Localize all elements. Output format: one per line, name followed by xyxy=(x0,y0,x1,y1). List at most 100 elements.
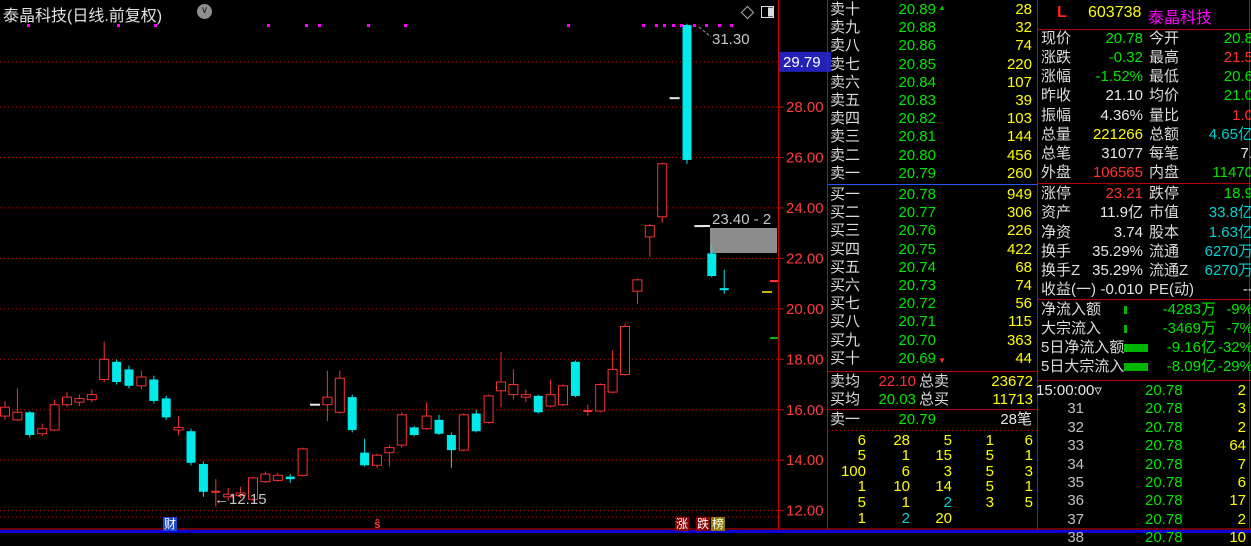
trade-volume: 64 xyxy=(1229,437,1246,455)
low-annotation: ←12.15 xyxy=(214,491,267,508)
queue-lot: 5 xyxy=(1024,493,1033,511)
ask-label: 卖七 xyxy=(830,55,861,73)
quote-label: 最低 xyxy=(1149,68,1180,86)
chevron-down-icon[interactable]: ∨ xyxy=(197,4,212,19)
bid-row[interactable]: 买七 20.72 56 xyxy=(828,296,1037,314)
bid-row[interactable]: 买六 20.73 74 xyxy=(828,278,1037,296)
ask-label: 卖三 xyxy=(830,128,861,146)
event-dot xyxy=(27,24,30,27)
ask-price: 20.85 xyxy=(898,55,936,73)
queue-lot: 2 xyxy=(943,493,952,511)
quote-value: 4.65亿 xyxy=(1208,125,1251,143)
queue-count: 28笔 xyxy=(1000,411,1032,428)
queue-lot: 5 xyxy=(985,462,994,480)
ask-row[interactable]: 卖四 20.82 103 xyxy=(828,111,1037,129)
ask-price: 20.81 xyxy=(898,128,936,146)
ask-row[interactable]: 卖七 20.85 220 xyxy=(828,55,1037,75)
bid-price: 20.72 xyxy=(898,295,936,313)
ask-row[interactable]: 卖九 20.88 32 xyxy=(828,20,1037,38)
queue-lot: 2 xyxy=(901,509,910,527)
trade-price: 20.78 xyxy=(1145,382,1183,399)
bid-row[interactable]: 买三 20.76 226 xyxy=(828,223,1037,241)
queue-price: 20.79 xyxy=(898,411,936,428)
quote-value: 23.21 xyxy=(1105,185,1143,203)
event-dot xyxy=(642,24,645,27)
ask-label: 卖六 xyxy=(830,73,861,91)
quote-value: 1.63亿 xyxy=(1208,223,1251,241)
quote-label: 振幅 xyxy=(1041,106,1072,124)
trade-price: 20.78 xyxy=(1145,400,1183,418)
event-dot xyxy=(663,24,666,27)
bid-label: 买五 xyxy=(830,258,861,276)
event-dot xyxy=(117,24,120,27)
event-dot xyxy=(154,24,157,27)
quote-value: 21.10 xyxy=(1105,87,1143,105)
y-axis-tick: 28.00 xyxy=(786,99,824,116)
queue-lot: 20 xyxy=(935,509,952,527)
flow-label: 大宗流入 xyxy=(1041,320,1102,337)
trade-price: 20.78 xyxy=(1145,474,1183,491)
chart-title-text: 泰晶科技(日线.前复权) xyxy=(3,8,163,25)
chart-badge-涨[interactable]: 涨 xyxy=(675,517,690,531)
ask-row[interactable]: 卖二 20.80 456 xyxy=(828,147,1037,166)
ask-price: 20.84 xyxy=(898,73,936,91)
ask-row[interactable]: 卖十 20.89 ▲ 28 xyxy=(828,2,1037,20)
ask-row[interactable]: 卖一 20.79 260 xyxy=(828,164,1037,184)
bid-volume: 226 xyxy=(1006,222,1032,240)
bid-volume: 68 xyxy=(1015,258,1032,276)
bid-row[interactable]: 买九 20.70 363 xyxy=(828,332,1037,351)
bid-label: 买四 xyxy=(830,240,861,258)
ask-label: 卖一 xyxy=(830,164,861,182)
quote-value: -- xyxy=(1243,280,1251,298)
candlestick-chart[interactable]: 23.40 - 2 31.30 ←12.15 28.00 26.00 24.00 22.00… xyxy=(0,0,1251,533)
buy-avg-total: 11713 xyxy=(992,390,1033,408)
chart-badge-跌[interactable]: 跌 xyxy=(696,517,711,531)
bid-row[interactable]: 买五 20.74 68 xyxy=(828,258,1037,278)
trade-price: 20.78 xyxy=(1145,510,1183,528)
ask-row[interactable]: 卖三 20.81 144 xyxy=(828,129,1037,147)
bid-row[interactable]: 买十 20.69 ▼ 44 xyxy=(828,350,1037,369)
quote-label: 总额 xyxy=(1149,125,1180,143)
stock-name[interactable]: 泰晶科技 xyxy=(1148,10,1213,27)
quote-label: 现价 xyxy=(1041,30,1072,47)
quote-value: 6270万 xyxy=(1204,242,1251,260)
quote-label: 外盘 xyxy=(1041,164,1072,182)
trade-volume: 3 xyxy=(1237,400,1246,418)
bid-row[interactable]: 买四 20.75 422 xyxy=(828,240,1037,260)
bid-row[interactable]: 买八 20.71 115 xyxy=(828,314,1037,332)
quote-label: 换手Z xyxy=(1041,261,1081,279)
event-dot xyxy=(655,24,658,27)
ask-row[interactable]: 卖五 20.83 39 xyxy=(828,93,1037,111)
trade-volume: 6 xyxy=(1237,474,1246,491)
ask-price: 20.79 xyxy=(898,164,936,182)
chart-badge-ŝ[interactable]: ŝ xyxy=(374,517,381,531)
stock-code[interactable]: 603738 xyxy=(1088,4,1142,21)
event-dot xyxy=(680,24,683,27)
flow-pct: -32% xyxy=(1217,339,1251,356)
flow-value: -4283万 xyxy=(1162,301,1216,318)
queue-lot: 3 xyxy=(985,493,994,511)
chart-badge-财[interactable]: 财 xyxy=(163,517,178,531)
price-highlight-tag xyxy=(779,51,831,72)
quote-label: PE(动) xyxy=(1149,280,1195,298)
chart-badge-榜[interactable]: 榜 xyxy=(711,517,726,531)
ask-volume: 220 xyxy=(1006,55,1032,73)
ask-row[interactable]: 卖六 20.84 107 xyxy=(828,73,1037,93)
ask-row[interactable]: 卖八 20.86 74 xyxy=(828,38,1037,56)
bid-row[interactable]: 买一 20.78 949 xyxy=(828,187,1037,205)
y-axis-tick: 26.00 xyxy=(786,149,824,166)
queue-lot: 5 xyxy=(985,478,994,496)
bid-price: 20.71 xyxy=(898,313,936,331)
high-annotation: 31.30 xyxy=(712,31,750,48)
quote-label: 涨停 xyxy=(1041,185,1072,203)
bid-label: 买七 xyxy=(830,295,861,313)
trade-volume: 2 xyxy=(1237,382,1246,399)
quote-label: 跌停 xyxy=(1149,185,1180,203)
bid-row[interactable]: 买二 20.77 306 xyxy=(828,205,1037,223)
trade-time: 37 xyxy=(1067,510,1084,528)
queue-lot: 5 xyxy=(985,447,994,465)
queue-lot: 5 xyxy=(943,431,952,449)
y-axis-tick: 18.00 xyxy=(786,351,824,368)
flow-value: -9.16亿 xyxy=(1166,339,1216,356)
bid-volume: 115 xyxy=(1008,313,1032,331)
